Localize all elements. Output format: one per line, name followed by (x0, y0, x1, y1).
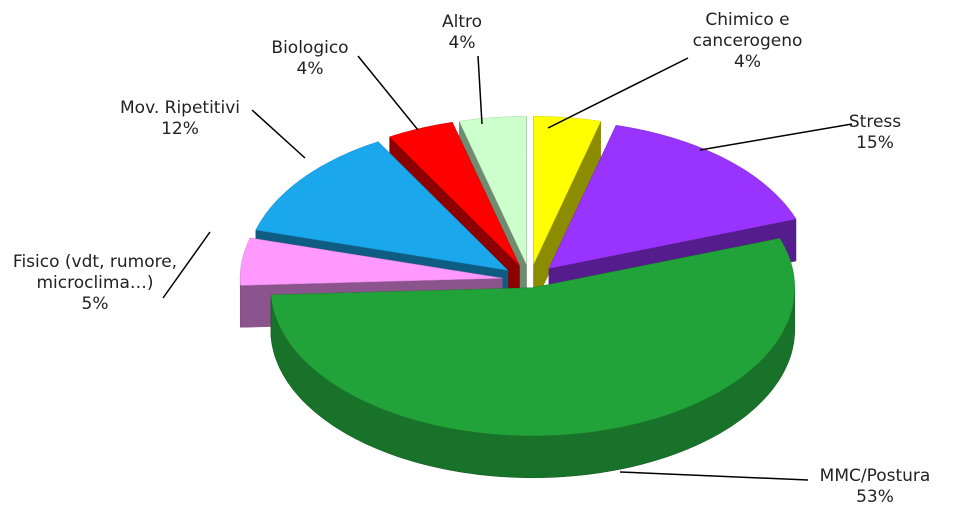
leader-line (251, 109, 306, 159)
value-label: 53% (856, 487, 894, 507)
slice-label: Fisico (vdt, rumore, microclima…) 5% (10, 252, 180, 315)
slice-label: Stress 15% (820, 112, 930, 154)
slice-label: MMC/Postura 53% (800, 466, 950, 508)
leader-line (619, 471, 809, 481)
category-name: Biologico (271, 38, 349, 58)
category-name: Fisico (vdt, rumore, microclima…) (12, 252, 178, 293)
slice (239, 237, 503, 286)
leader-line (477, 55, 483, 125)
slice (389, 122, 520, 266)
value-label: 5% (81, 294, 109, 314)
value-label: 4% (296, 59, 324, 79)
leader-line (547, 57, 689, 129)
slice-label: Mov. Ripetitivi 12% (90, 98, 270, 140)
category-name: Stress (848, 112, 902, 132)
slice (458, 116, 527, 265)
value-label: 15% (856, 133, 894, 153)
slice-label: Chimico e cancerogeno 4% (660, 10, 835, 73)
value-label: 4% (448, 33, 476, 53)
slice (548, 125, 797, 269)
slice-label: Biologico 4% (250, 38, 370, 80)
category-name: Altro (441, 12, 483, 32)
leader-line (162, 231, 211, 299)
category-name: MMC/Postura (819, 466, 931, 486)
slice-label: Altro 4% (420, 12, 504, 54)
leader-line (357, 55, 419, 131)
slice (270, 238, 795, 437)
value-label: 4% (734, 52, 761, 72)
category-name: Chimico e cancerogeno (692, 10, 803, 51)
value-label: 12% (161, 119, 199, 139)
category-name: Mov. Ripetitivi (120, 98, 240, 118)
leader-line (699, 123, 853, 151)
slice (255, 141, 509, 271)
